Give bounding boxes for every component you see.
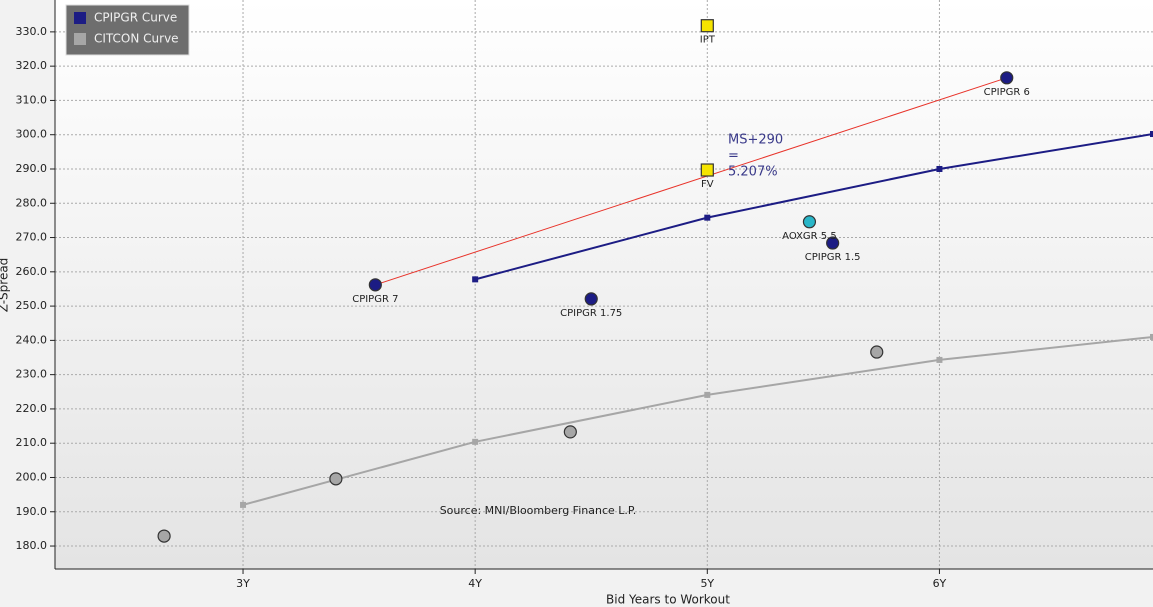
y-tick-label: 230.0 (16, 368, 48, 381)
curve-point (936, 356, 943, 363)
annotation: MS+290 (728, 133, 783, 148)
point-label: AOXGR 5.5 (782, 231, 837, 242)
x-tick-label: 6Y (933, 577, 947, 590)
point-label: IPT (700, 35, 716, 46)
bond-point (700, 19, 714, 33)
y-tick-label: 300.0 (16, 128, 48, 141)
y-axis-title: Z-Spread (0, 258, 11, 313)
y-tick-label: 280.0 (16, 196, 48, 209)
y-tick-label: 220.0 (16, 402, 48, 415)
trend-line (375, 77, 1007, 286)
legend-box (65, 4, 190, 56)
bond-point (329, 472, 343, 486)
curve-point (1150, 333, 1153, 340)
legend-label: CITCON Curve (94, 32, 179, 46)
legend: CPIPGR Curve CITCON Curve (65, 4, 190, 56)
legend-label: CPIPGR Curve (94, 11, 177, 25)
y-tick-label: 210.0 (16, 436, 48, 449)
bond-point (870, 345, 884, 359)
grid: 180.0 190.0 200.0 210.0 220.0 230.0 240.0 250.0… (16, 0, 1153, 590)
point-label: FV (701, 179, 714, 190)
bond-point (1000, 71, 1014, 85)
annotation: = (728, 149, 739, 164)
bond-point (700, 163, 714, 177)
y-tick-label: 270.0 (16, 231, 48, 244)
bond-point (826, 236, 840, 250)
y-tick-label: 290.0 (16, 162, 48, 175)
y-tick-label: 260.0 (16, 265, 48, 278)
point-label: CPIPGR 7 (352, 294, 398, 305)
source-note: Source: MNI/Bloomberg Finance L.P. (440, 504, 637, 517)
point-label: CPIPGR 1.75 (560, 308, 622, 319)
y-tick-label: 180.0 (16, 539, 48, 552)
legend-swatch (74, 12, 86, 24)
bond-point (802, 215, 817, 229)
bond-point (563, 425, 577, 439)
y-tick-label: 320.0 (16, 59, 48, 72)
y-tick-label: 240.0 (16, 333, 48, 346)
y-tick-label: 250.0 (16, 299, 48, 312)
plot: CPIPGR 7 CPIPGR 1.75 CPIPGR 1.5 CPIPGR 6 AOX… (157, 19, 1153, 543)
y-tick-label: 200.0 (16, 470, 48, 483)
annotation: 5.207% (728, 165, 778, 180)
y-tick-label: 330.0 (16, 25, 48, 38)
curve-point (936, 165, 943, 172)
curve-point (1150, 131, 1153, 138)
legend-swatch (74, 33, 86, 45)
curve-point (704, 391, 711, 398)
x-tick-label: 5Y (700, 577, 714, 590)
curve-point (472, 438, 479, 445)
curve-point (472, 276, 479, 283)
x-tick-label: 4Y (468, 577, 482, 590)
y-tick-label: 310.0 (16, 93, 48, 106)
curve-line (474, 133, 1153, 281)
x-axis-title: Bid Years to Workout (606, 593, 730, 607)
curve-point (240, 501, 247, 508)
point-label: CPIPGR 6 (984, 87, 1030, 98)
bond-point (368, 278, 382, 292)
bond-point (584, 292, 598, 306)
point-label: CPIPGR 1.5 (805, 252, 861, 263)
plot-area (55, 0, 1153, 569)
y-tick-label: 190.0 (16, 505, 48, 518)
curve-point (704, 214, 711, 221)
bond-point (157, 529, 171, 543)
x-tick-label: 3Y (236, 577, 250, 590)
